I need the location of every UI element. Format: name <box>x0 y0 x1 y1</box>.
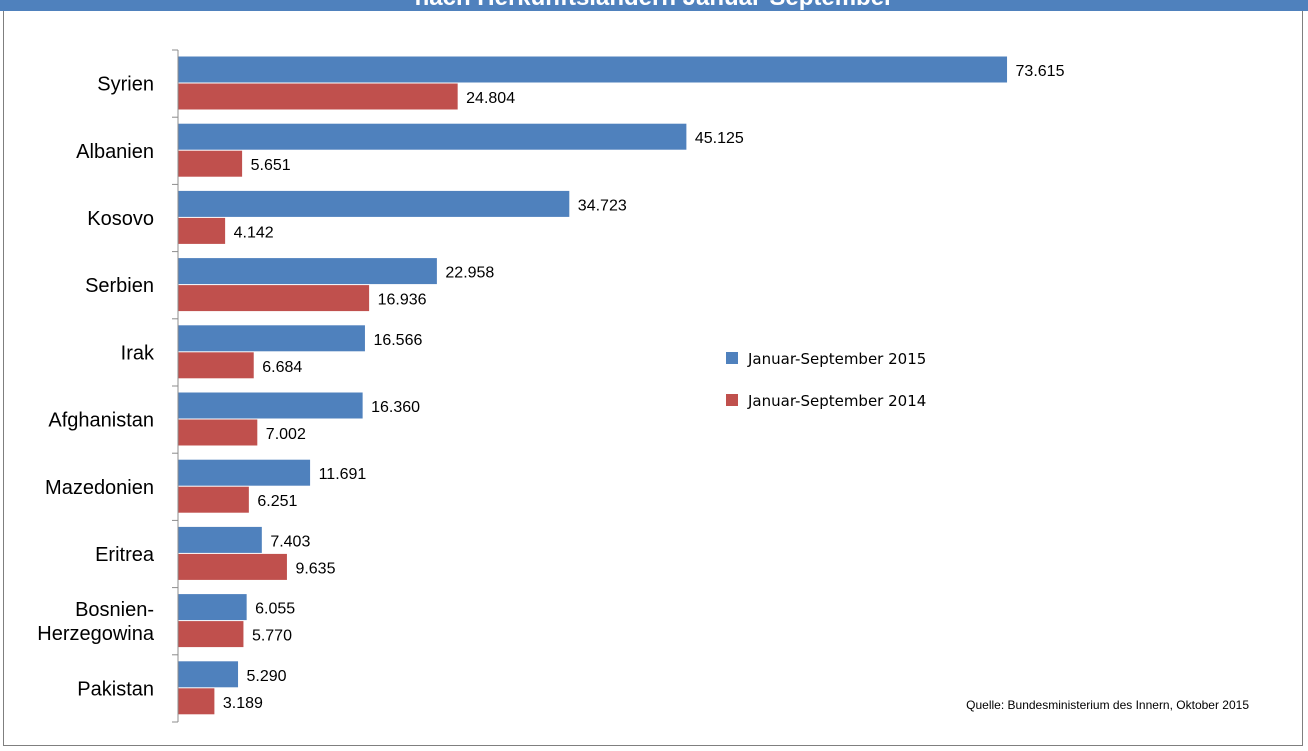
bar-2014-0 <box>178 83 458 110</box>
category-label-7: Eritrea <box>95 544 155 566</box>
value-label-2015-9: 5.290 <box>247 668 287 685</box>
source-note: Quelle: Bundesministerium des Innern, Ok… <box>966 698 1249 712</box>
bar-2015-0 <box>178 56 1008 83</box>
value-label-2015-8: 6.055 <box>255 601 295 618</box>
category-label-9: Pakistan <box>77 678 154 700</box>
bar-2014-2 <box>178 217 226 244</box>
category-labels: Syrien Albanien Kosovo Serbien Irak Afghanist… <box>37 74 155 701</box>
category-label-3: Serbien <box>85 275 154 297</box>
value-label-2014-4: 6.684 <box>262 359 302 376</box>
title-band: nach Herkunftsländern Januar-September <box>0 0 1308 11</box>
bar-2015-4 <box>178 325 365 352</box>
value-label-2015-5: 16.360 <box>371 399 420 416</box>
value-label-2014-0: 24.804 <box>466 90 515 107</box>
legend-label-2015: Januar-September 2015 <box>747 350 926 368</box>
chart-frame <box>3 11 1303 746</box>
axis-ticks <box>172 49 178 723</box>
legend-label-2014: Januar-September 2014 <box>747 392 926 410</box>
value-label-2015-7: 7.403 <box>270 533 310 550</box>
bar-2015-8 <box>178 594 247 621</box>
category-label-6: Mazedonien <box>45 477 154 499</box>
bar-2014-4 <box>178 352 254 379</box>
bar-2014-3 <box>178 285 370 312</box>
bar-2015-1 <box>178 123 687 150</box>
value-label-2014-1: 5.651 <box>251 157 291 174</box>
bar-2015-7 <box>178 526 262 553</box>
value-label-2014-6: 6.251 <box>257 493 297 510</box>
category-label-8-line0: Bosnien- <box>75 599 154 621</box>
value-labels: 73.615 24.804 45.125 5.651 34.723 4.142 22.958… <box>223 63 1065 712</box>
category-label-0: Syrien <box>97 74 154 96</box>
legend: Januar-September 2015 Januar-September 20… <box>726 350 926 410</box>
category-label-4: Irak <box>121 342 155 364</box>
bar-2014-5 <box>178 419 258 446</box>
value-label-2014-3: 16.936 <box>378 292 427 309</box>
bars <box>178 56 1008 715</box>
value-label-2014-8: 5.770 <box>252 628 292 645</box>
value-label-2015-0: 73.615 <box>1016 63 1065 80</box>
legend-swatch-2014 <box>726 394 738 406</box>
bar-2014-9 <box>178 688 215 715</box>
bar-2015-9 <box>178 661 239 688</box>
value-label-2015-3: 22.958 <box>445 265 494 282</box>
value-label-2014-9: 3.189 <box>223 695 263 712</box>
bar-2014-1 <box>178 150 243 177</box>
bar-2015-6 <box>178 459 311 486</box>
bar-2014-7 <box>178 553 287 580</box>
bar-2015-5 <box>178 392 363 419</box>
bar-2014-8 <box>178 621 244 648</box>
bar-2014-6 <box>178 486 249 513</box>
value-label-2015-1: 45.125 <box>695 130 744 147</box>
value-label-2015-2: 34.723 <box>578 197 627 214</box>
category-label-5: Afghanistan <box>48 410 154 432</box>
value-label-2014-7: 9.635 <box>295 560 335 577</box>
bar-2015-3 <box>178 258 437 285</box>
chart-title-fragment: nach Herkunftsländern Januar-September <box>0 0 1308 11</box>
legend-swatch-2015 <box>726 352 738 364</box>
category-label-2: Kosovo <box>87 208 154 230</box>
category-label-8-line1: Herzegowina <box>37 623 155 645</box>
category-label-1: Albanien <box>76 141 154 163</box>
bar-2015-2 <box>178 190 570 217</box>
value-label-2015-4: 16.566 <box>373 332 422 349</box>
value-label-2015-6: 11.691 <box>319 466 367 483</box>
value-label-2014-2: 4.142 <box>234 224 274 241</box>
value-label-2014-5: 7.002 <box>266 426 306 443</box>
